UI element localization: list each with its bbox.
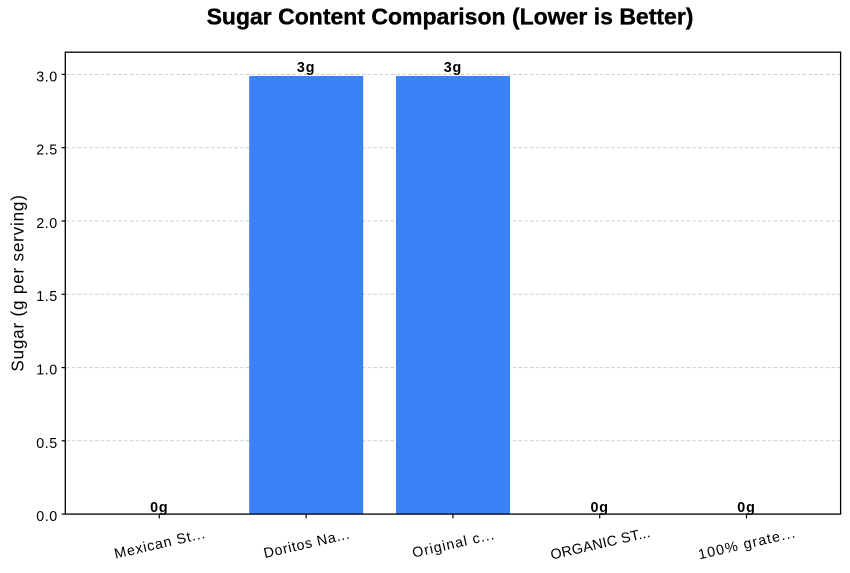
svg-text:1.5: 1.5 bbox=[36, 289, 58, 305]
svg-text:0g: 0g bbox=[150, 500, 168, 516]
svg-text:Sugar Content Comparison (Lowe: Sugar Content Comparison (Lower is Bette… bbox=[207, 4, 694, 30]
svg-text:0.5: 0.5 bbox=[36, 436, 58, 452]
svg-text:2.5: 2.5 bbox=[36, 143, 58, 159]
svg-text:2.0: 2.0 bbox=[36, 216, 58, 232]
svg-text:3g: 3g bbox=[444, 60, 462, 76]
svg-text:0.0: 0.0 bbox=[36, 509, 58, 525]
svg-text:1.0: 1.0 bbox=[36, 363, 58, 379]
svg-text:3g: 3g bbox=[297, 60, 315, 76]
svg-text:3.0: 3.0 bbox=[36, 69, 58, 85]
svg-text:0g: 0g bbox=[737, 500, 755, 516]
svg-text:Sugar (g per serving): Sugar (g per serving) bbox=[8, 194, 27, 371]
svg-text:0g: 0g bbox=[591, 500, 609, 516]
